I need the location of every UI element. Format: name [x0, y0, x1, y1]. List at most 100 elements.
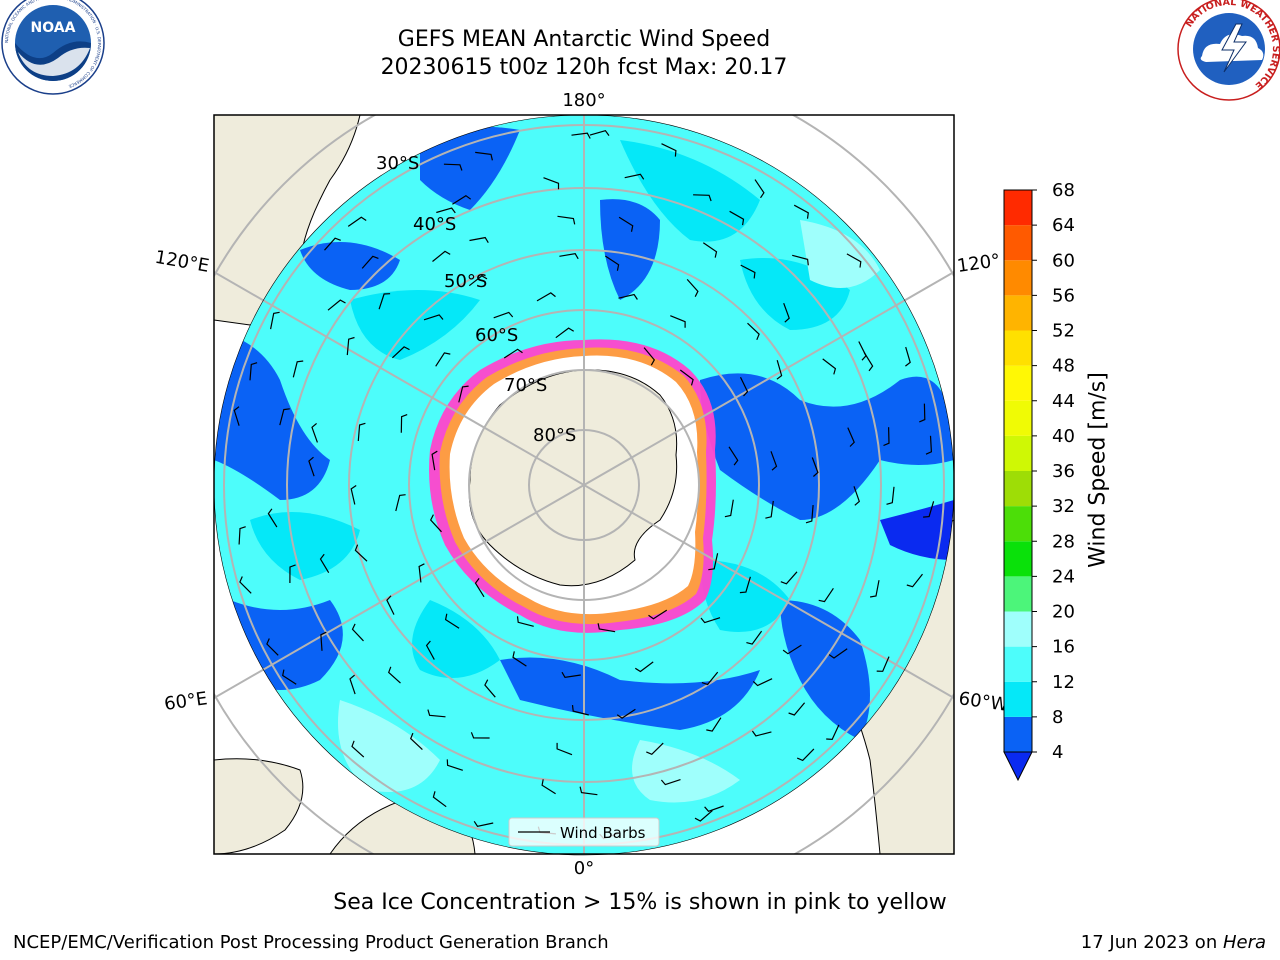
wind-barb: [708, 553, 719, 571]
wind-barb: [473, 820, 494, 827]
wind-barb: [704, 805, 724, 813]
wind-barb: [796, 748, 815, 762]
wind-barb: [906, 573, 923, 588]
colorbar-label: Wind Speed [m/s]: [1085, 372, 1111, 568]
wind-barb: [782, 644, 802, 655]
wind-barb: [308, 456, 315, 477]
wind-barb: [811, 457, 819, 477]
wind-barb: [458, 385, 469, 403]
wind-barb: [351, 740, 365, 758]
wind-barb: [493, 311, 514, 319]
colorbar-extend: [1003, 751, 1033, 782]
wind-barb: [876, 656, 890, 672]
lat-label-40s: 40°S: [413, 214, 456, 235]
lat-label-50s: 50°S: [444, 271, 487, 292]
colorbar-tick-label: 24: [1052, 566, 1075, 587]
wind-barb: [541, 779, 556, 795]
colorbar-tick-label: 36: [1052, 461, 1075, 482]
wind-barb: [543, 177, 560, 190]
wind-barb: [400, 414, 408, 433]
wind-barb: [624, 173, 645, 180]
colorbar-tick-label: 40: [1052, 426, 1075, 447]
wind-barb: [886, 486, 895, 505]
footer-date-text: 17 Jun 2023 on: [1080, 932, 1223, 953]
wind-barb: [646, 742, 664, 756]
wind-barb: [648, 609, 668, 620]
wind-barb: [702, 242, 718, 258]
wind-barb: [701, 671, 719, 686]
wind-barb: [409, 732, 423, 751]
wind-barb: [853, 486, 861, 506]
wind-barb: [557, 215, 576, 225]
wind-barb: [686, 278, 699, 297]
wind-barb: [324, 237, 341, 251]
wind-barb: [793, 204, 809, 219]
wind-barb: [765, 500, 774, 519]
wind-barb: [238, 526, 246, 545]
wind-barb: [805, 505, 814, 524]
wind-barb: [724, 499, 734, 518]
wind-barb: [289, 564, 296, 584]
colorbar-bin: [1004, 611, 1032, 647]
wind-barb: [357, 422, 366, 442]
wind-barb: [452, 194, 472, 205]
colorbar-tick-label: 32: [1052, 496, 1075, 517]
wind-barb: [503, 348, 523, 359]
wind-barb: [818, 587, 834, 603]
wind-barb: [435, 352, 451, 367]
wind-barb: [780, 571, 798, 585]
noaa-logo-text: NOAA: [31, 20, 76, 36]
wind-barb: [740, 264, 756, 279]
wind-barb: [746, 630, 763, 645]
wind-barb: [282, 669, 297, 685]
colorbar-tick-label: 28: [1052, 531, 1075, 552]
colorbar-bin: [1004, 576, 1032, 612]
colorbar-bin: [1004, 716, 1032, 752]
wind-barb: [292, 360, 304, 378]
lat-label-30s: 30°S: [376, 153, 419, 174]
wind-barbs: [233, 130, 935, 840]
legend-label: Wind Barbs: [560, 824, 646, 842]
wind-barb: [747, 322, 760, 341]
wind-barb: [425, 640, 435, 660]
wind-barb: [739, 376, 749, 397]
lat-label-70s: 70°S: [504, 375, 547, 396]
wind-barb: [484, 679, 496, 698]
wind-barb: [561, 671, 581, 679]
wind-barb: [436, 207, 456, 214]
lon-label-120e: 120°E: [153, 247, 211, 277]
wind-barb: [847, 427, 855, 447]
wind-barb: [512, 651, 527, 667]
wind-barb: [729, 210, 745, 226]
lon-label-120w: 120°: [956, 250, 1002, 277]
wind-barb: [349, 674, 356, 695]
wind-barb: [350, 485, 357, 505]
wind-barb: [267, 508, 278, 528]
wind-barb: [361, 255, 379, 269]
colorbar-tick-label: 12: [1052, 672, 1075, 693]
wind-barb: [925, 435, 933, 455]
wind-barb: [327, 299, 346, 311]
lon-label-60w: 60°W: [957, 688, 1009, 716]
wind-barb: [618, 216, 634, 232]
wind-barb: [311, 422, 318, 443]
colorbar-bin: [1004, 681, 1032, 717]
colorbar-tick-label: 60: [1052, 250, 1075, 271]
colorbar-tick-label: 68: [1052, 180, 1075, 201]
wind-barb: [432, 250, 451, 262]
wind-barb: [618, 293, 638, 300]
colorbar-bin: [1004, 541, 1032, 577]
wind-barb: [770, 451, 778, 471]
wind-barb: [739, 576, 751, 594]
colorbar-bin: [1004, 330, 1032, 366]
colorbar-bin: [1004, 646, 1032, 682]
wind-barb: [354, 544, 368, 562]
wind-barb: [869, 580, 880, 598]
colorbar-bin: [1004, 190, 1032, 226]
wind-barb: [395, 494, 406, 512]
lat-label-80s: 80°S: [533, 425, 576, 446]
wind-barb: [571, 132, 591, 139]
wind-barb: [468, 275, 488, 287]
footer-branch: NCEP/EMC/Verification Post Processing Pr…: [13, 932, 609, 953]
